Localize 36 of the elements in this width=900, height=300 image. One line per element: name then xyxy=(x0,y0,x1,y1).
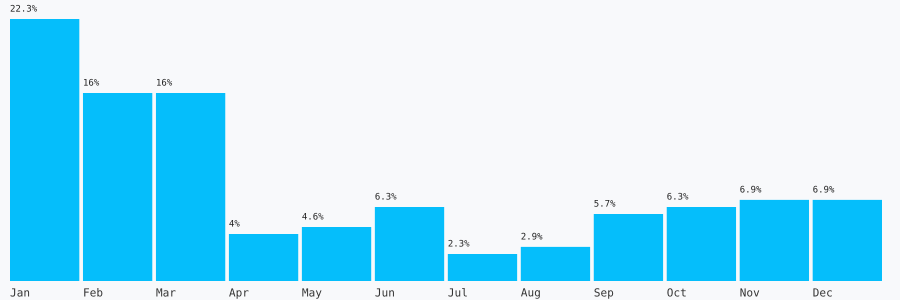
bar xyxy=(812,200,882,281)
bar xyxy=(448,254,518,281)
bar xyxy=(228,234,298,281)
data-label: 2.3% xyxy=(448,240,470,247)
x-tick-label: Apr xyxy=(229,288,249,299)
x-tick-label: Jul xyxy=(448,288,467,297)
data-label: 6.3% xyxy=(375,192,396,200)
bar xyxy=(82,93,152,281)
bar xyxy=(10,19,80,281)
data-label: 2.9% xyxy=(521,232,542,240)
bar xyxy=(374,206,444,281)
data-label: 4.6% xyxy=(302,212,324,220)
x-tick-label: Aug xyxy=(520,288,540,299)
data-label: 16% xyxy=(157,78,172,86)
bar xyxy=(666,206,736,281)
bar xyxy=(156,93,226,281)
x-tick-label: Feb xyxy=(84,288,102,297)
x-tick-label: Jun xyxy=(375,288,394,297)
data-label: 6.9% xyxy=(813,186,834,193)
x-tick-label: Dec xyxy=(813,288,832,297)
data-label: 5.7% xyxy=(594,200,616,207)
data-label: 4% xyxy=(229,220,240,227)
x-tick-label: Oct xyxy=(667,288,686,297)
bar xyxy=(594,214,664,281)
bar xyxy=(740,200,810,281)
data-label: 16% xyxy=(84,78,100,86)
data-label: 22.3% xyxy=(10,4,38,12)
x-tick-label: Mar xyxy=(156,288,176,297)
data-label: 6.3% xyxy=(667,192,688,200)
x-tick-label: Nov xyxy=(740,288,760,297)
bar xyxy=(520,246,590,281)
x-tick-label: Sep xyxy=(594,288,614,299)
x-tick-label: Jan xyxy=(10,288,30,297)
bar xyxy=(302,226,372,281)
x-tick-label: May xyxy=(302,288,322,299)
data-label: 6.9% xyxy=(740,186,762,193)
